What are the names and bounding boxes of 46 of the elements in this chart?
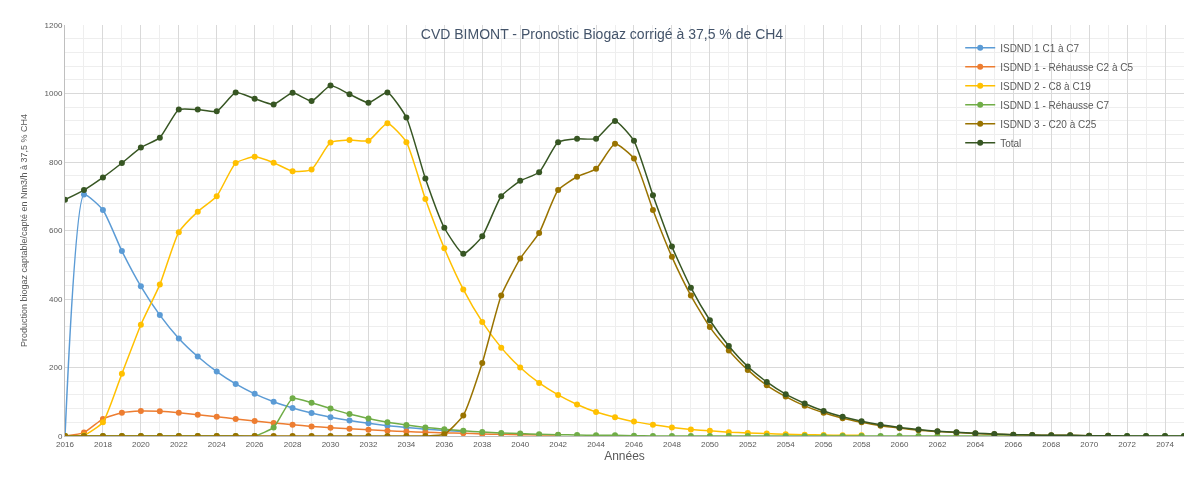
x-tick-label: 2034 [397, 439, 416, 449]
legend-label: Total [1000, 137, 1022, 149]
x-tick-label: 2058 [852, 439, 872, 449]
x-tick-label: 2028 [283, 439, 303, 449]
x-tick-label: 2022 [169, 439, 189, 449]
y-tick-label: 0 [57, 431, 63, 441]
x-tick-label: 2060 [890, 439, 909, 449]
y-tick-label: 200 [49, 363, 63, 373]
legend-label: ISDND 1 C1 à C7 [1000, 42, 1080, 54]
x-tick-label: 2024 [207, 439, 227, 449]
x-tick-label: 2018 [94, 439, 113, 449]
x-tick-label: 2044 [587, 439, 606, 449]
x-tick-label: 2066 [1004, 439, 1023, 449]
x-tick-label: 2038 [473, 439, 492, 449]
x-tick-label: 2054 [776, 439, 796, 449]
x-tick-label: 2056 [814, 439, 834, 449]
chart-title: CVD BIMONT - Pronostic Biogaz corrigé à 37,5 % de CH4 [420, 25, 784, 42]
x-tick-label: 2030 [321, 439, 340, 449]
y-tick-label: 600 [49, 226, 63, 236]
x-tick-label: 2070 [1080, 439, 1099, 449]
legend-label: ISDND 1 - Réhausse C2 à C5 [1000, 61, 1134, 73]
x-tick-label: 2042 [549, 439, 568, 449]
x-tick-label: 2062 [928, 439, 947, 449]
y-tick-label: 1000 [44, 89, 63, 99]
x-tick-label: 2040 [511, 439, 530, 449]
x-tick-label: 2036 [435, 439, 454, 449]
x-tick-label: 2072 [1118, 439, 1137, 449]
x-axis-title: Années [604, 449, 645, 464]
x-tick-label: 2020 [131, 439, 151, 449]
x-tick-label: 2074 [1156, 439, 1175, 449]
y-axis-title: Production biogaz captable/capté en Nm3/h à 37,5 % CH4 [18, 113, 29, 348]
x-tick-label: 2046 [625, 439, 644, 449]
x-tick-label: 2016 [56, 439, 75, 449]
legend-label: ISDND 1 - Réhausse C7 [1000, 99, 1110, 111]
x-tick-label: 2032 [359, 439, 378, 449]
x-tick-label: 2052 [738, 439, 758, 449]
x-tick-label: 2048 [663, 439, 682, 449]
x-tick-label: 2026 [245, 439, 265, 449]
y-tick-label: 1200 [44, 20, 63, 30]
x-tick-label: 2068 [1042, 439, 1061, 449]
x-tick-label: 2050 [700, 439, 720, 449]
y-tick-label: 400 [49, 294, 63, 304]
y-tick-label: 800 [49, 157, 63, 167]
x-tick-label: 2064 [966, 439, 985, 449]
legend-label: ISDND 3 - C20 à C25 [1000, 118, 1097, 130]
legend-label: ISDND 2 - C8 à C19 [1000, 80, 1092, 92]
